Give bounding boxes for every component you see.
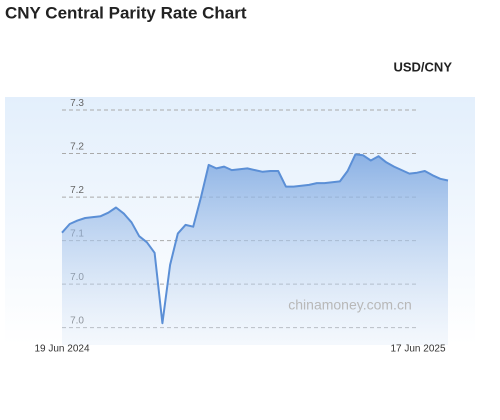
y-tick-label: 7.2 <box>70 185 84 196</box>
subtitle: USD/CNY <box>393 59 452 74</box>
y-tick-label: 7.3 <box>70 98 84 109</box>
x-tick-label: 17 Jun 2025 <box>390 344 445 355</box>
x-tick-label: 19 Jun 2024 <box>34 344 89 355</box>
area-fill <box>62 154 448 345</box>
y-tick-label: 7.2 <box>70 142 84 153</box>
marks <box>61 153 449 345</box>
watermark: chinamoney.com.cn <box>288 297 411 313</box>
data-line <box>61 153 449 325</box>
chart-title: CNY Central Parity Rate Chart <box>5 3 247 22</box>
